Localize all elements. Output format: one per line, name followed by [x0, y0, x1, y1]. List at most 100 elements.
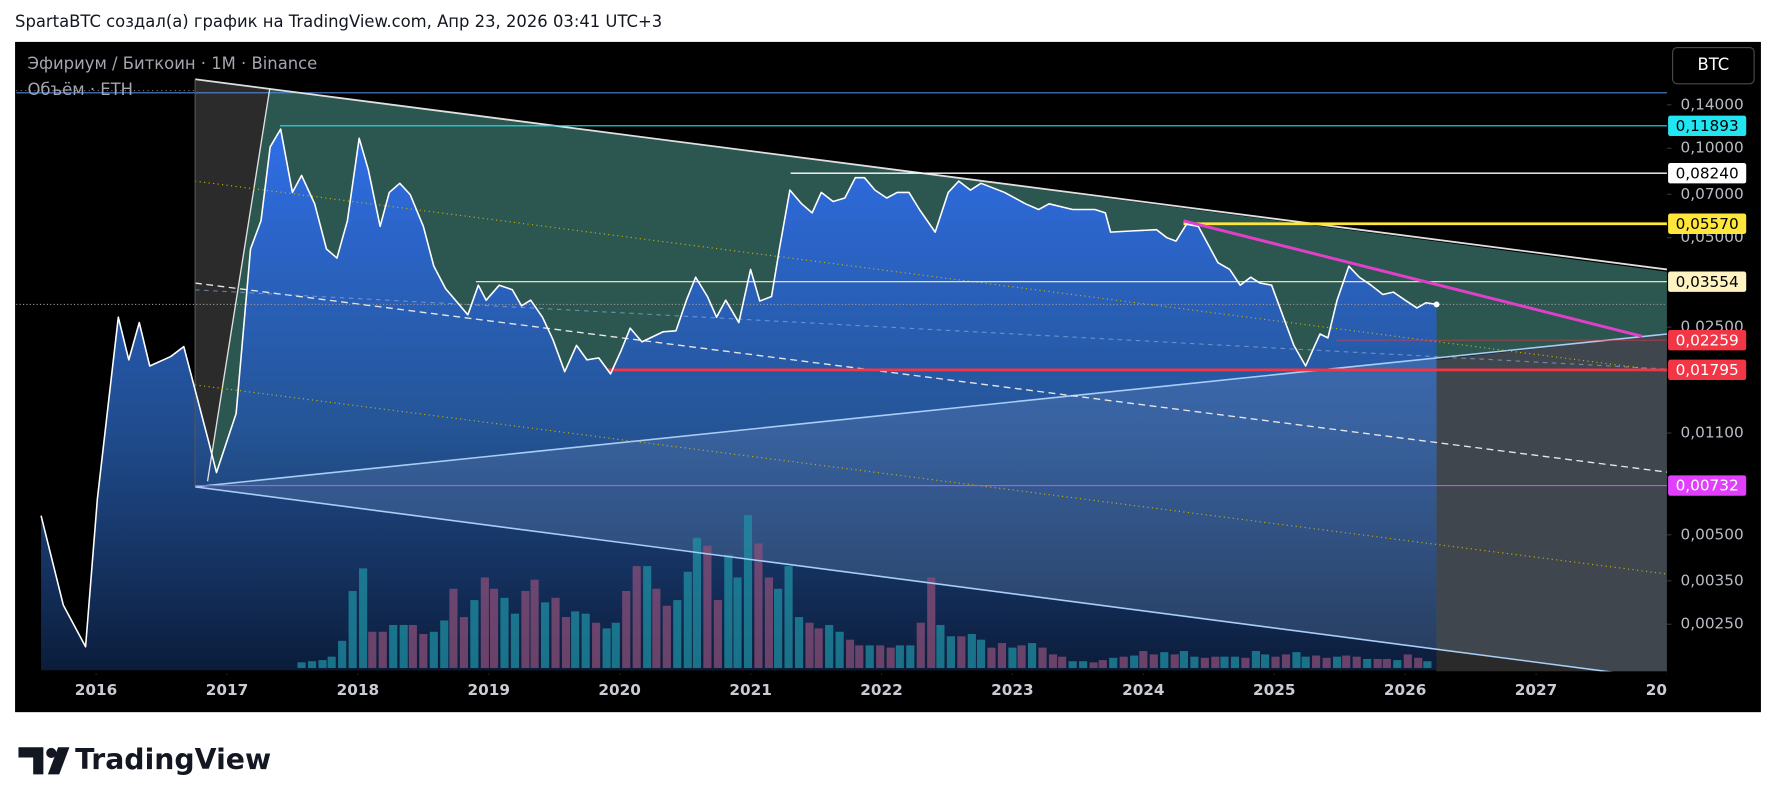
volume-bar — [1260, 654, 1270, 669]
pink-trendline — [1183, 219, 1643, 338]
volume-bar — [551, 597, 560, 669]
volume-bar — [1363, 658, 1372, 669]
level-label-box — [1668, 163, 1747, 184]
level-label-box — [1668, 330, 1747, 351]
chart-title: Эфириум / Биткоин · 1M · Binance — [28, 54, 318, 73]
volume-bar — [703, 545, 712, 669]
volume-bar — [338, 640, 347, 669]
volume-bar — [1098, 660, 1107, 669]
symbol-button[interactable]: BTC — [1672, 46, 1755, 85]
brand-logo: TradingView — [18, 743, 271, 776]
y-tick-label: 0,10000 — [1681, 139, 1744, 157]
volume-bar — [389, 624, 398, 669]
volume-bar — [1079, 661, 1088, 669]
button-box[interactable] — [1672, 46, 1755, 85]
volume-bar — [1017, 645, 1026, 669]
channel — [195, 334, 1667, 672]
wedge-edge — [206, 88, 271, 482]
falling-trendline — [194, 486, 1613, 672]
volume-bar — [713, 600, 722, 669]
rising-trendline — [195, 333, 1667, 488]
volume-bar — [1251, 651, 1260, 669]
volume-bar — [480, 577, 489, 669]
volume-bar — [774, 588, 783, 669]
pink-trendline-group — [1183, 219, 1643, 338]
y-tick-label: 0,07000 — [1681, 185, 1744, 203]
volume-bar — [297, 662, 306, 669]
volume-bar — [886, 647, 895, 669]
volume-bar — [1423, 661, 1432, 669]
volume-bar — [1089, 662, 1098, 669]
volume-bar — [967, 634, 976, 669]
x-tick-label: 2023 — [991, 681, 1034, 699]
chart-subtitle: Объём · ETH — [28, 80, 133, 99]
x-tick-label: 2019 — [468, 681, 511, 699]
logo-mark — [47, 747, 70, 775]
volume-bar — [652, 588, 661, 669]
volume-bar — [1230, 656, 1240, 669]
volume-bar — [825, 624, 834, 669]
fib-line — [195, 384, 1667, 575]
y-tick-label: 0,00500 — [1681, 525, 1744, 543]
volume-bar — [846, 639, 855, 669]
x-tick-label: 2020 — [598, 681, 641, 699]
price-area — [41, 129, 1437, 671]
logo-mark — [18, 747, 44, 775]
volume-bar — [571, 611, 580, 669]
volume-bar — [724, 554, 733, 669]
brand-name: TradingView — [75, 743, 271, 776]
volume-bar — [1058, 656, 1067, 669]
volume-bar — [540, 602, 550, 669]
volume-bar — [906, 645, 915, 669]
button-label[interactable]: BTC — [1697, 55, 1729, 74]
volume-bar — [632, 566, 641, 669]
volume-bar — [1068, 661, 1077, 669]
x-tick-label: 2017 — [206, 681, 249, 699]
volume-bar — [1190, 656, 1199, 669]
volume-bar — [643, 566, 652, 669]
drawing-lines — [194, 78, 1667, 672]
channel-fill — [195, 334, 1667, 672]
volume-bar — [794, 617, 804, 669]
price-area-layer — [41, 129, 1437, 671]
volume-bar — [987, 647, 996, 669]
volume-bar — [1403, 654, 1412, 669]
level-label: 0,11893 — [1676, 117, 1739, 135]
level-label: 0,03554 — [1676, 273, 1739, 291]
volume-bar — [957, 636, 966, 669]
x-tick-label: 2026 — [1384, 681, 1426, 699]
volume-bar — [692, 537, 702, 669]
volume-bar — [876, 645, 885, 669]
level-label-box — [1668, 359, 1747, 381]
fib-line — [195, 180, 1667, 372]
volume-bar — [429, 631, 438, 669]
volume-bar — [1301, 656, 1310, 669]
level-label: 0,01795 — [1676, 361, 1739, 379]
volume-bar — [419, 634, 428, 669]
header: SpartaBTC создал(а) график на TradingVie… — [15, 12, 662, 31]
volume-bar — [946, 636, 955, 669]
volume-bar — [1038, 647, 1047, 669]
x-tick-label: 2024 — [1122, 681, 1165, 699]
volume-bar — [1382, 658, 1391, 669]
volume-bar — [976, 639, 986, 669]
volume-bar — [916, 622, 925, 669]
volume-bar — [408, 624, 417, 669]
volume-bar — [1352, 656, 1361, 669]
y-tick-label: 0,00250 — [1681, 615, 1744, 633]
volume-bar — [530, 579, 539, 669]
x-tick-label: 2027 — [1515, 681, 1557, 699]
left-wedge — [195, 79, 270, 487]
volume-bar — [521, 591, 530, 669]
upper-trendline — [194, 78, 1667, 271]
volume-bar — [489, 588, 499, 669]
volume-bar — [673, 600, 682, 669]
volume-bar — [1109, 657, 1118, 669]
price-line — [40, 128, 1437, 648]
y-tick-label: 0,00350 — [1681, 571, 1744, 589]
volume-bar — [359, 568, 368, 669]
volume-bar — [1393, 660, 1402, 669]
volume-bar — [449, 588, 458, 669]
level-labels: 0,11893 0,08240 0,05570 0,03554 0,02259 0,017… — [1668, 115, 1747, 496]
